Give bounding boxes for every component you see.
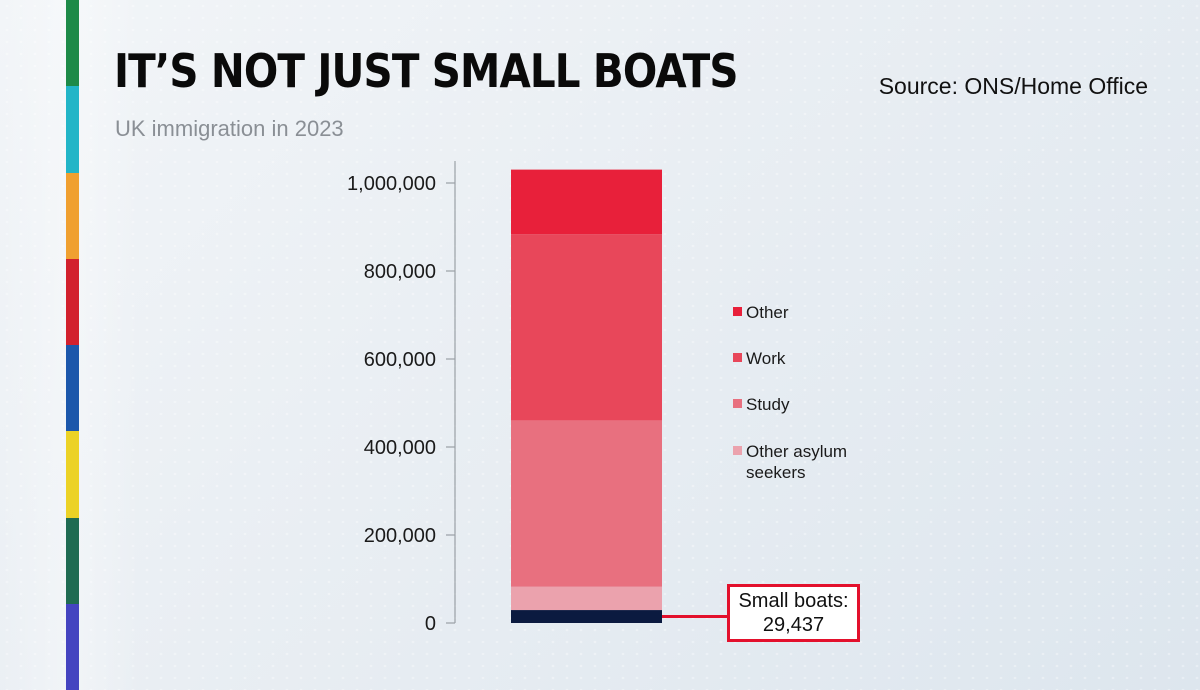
bar-segment-other-asylum-seekers — [511, 586, 662, 611]
legend-swatch — [733, 399, 742, 408]
legend: Other Work Study Other asylum seekers — [733, 303, 847, 482]
stripe-segment — [66, 603, 79, 690]
bar-segment-work — [511, 234, 662, 421]
y-tick-label: 200,000 — [364, 525, 436, 547]
stripe-segment — [66, 345, 79, 432]
stripe-segment — [66, 172, 79, 259]
chart-subtitle: UK immigration in 2023 — [115, 116, 344, 141]
legend-label: Study — [746, 395, 790, 414]
legend-swatch — [733, 307, 742, 316]
y-tick-label: 0 — [425, 613, 436, 635]
y-tick-label: 600,000 — [364, 349, 436, 371]
small-boats-annotation: Small boats: 29,437 — [727, 584, 860, 642]
legend-label: Other — [746, 303, 789, 322]
source-note: Source: ONS/Home Office — [878, 73, 1148, 99]
legend-label: Other asylum — [746, 442, 847, 461]
bar-segment-other — [511, 169, 662, 235]
legend-label: Work — [746, 349, 786, 368]
color-stripe — [66, 0, 79, 690]
bar-segment-small-boats — [511, 610, 662, 623]
stripe-segment — [66, 0, 79, 87]
y-tick-label: 1,000,000 — [347, 173, 436, 195]
stripe-segment — [66, 86, 79, 173]
stripe-segment — [66, 431, 79, 518]
stripe-segment — [66, 517, 79, 604]
y-tick-label: 400,000 — [364, 437, 436, 459]
bar-segment-study — [511, 420, 662, 587]
legend-label: seekers — [746, 463, 806, 482]
legend-swatch — [733, 353, 742, 362]
stripe-segment — [66, 258, 79, 345]
annotation-label: Small boats: — [738, 590, 849, 612]
annotation-value: 29,437 — [762, 614, 825, 636]
legend-swatch — [733, 446, 742, 455]
y-axis: 0 200,000 400,000 600,000 800,000 1,000,000 — [347, 161, 456, 635]
stacked-bar — [511, 169, 662, 623]
y-tick-label: 800,000 — [364, 261, 436, 283]
chart-title: IT’S NOT JUST SMALL BOATS — [114, 44, 739, 98]
